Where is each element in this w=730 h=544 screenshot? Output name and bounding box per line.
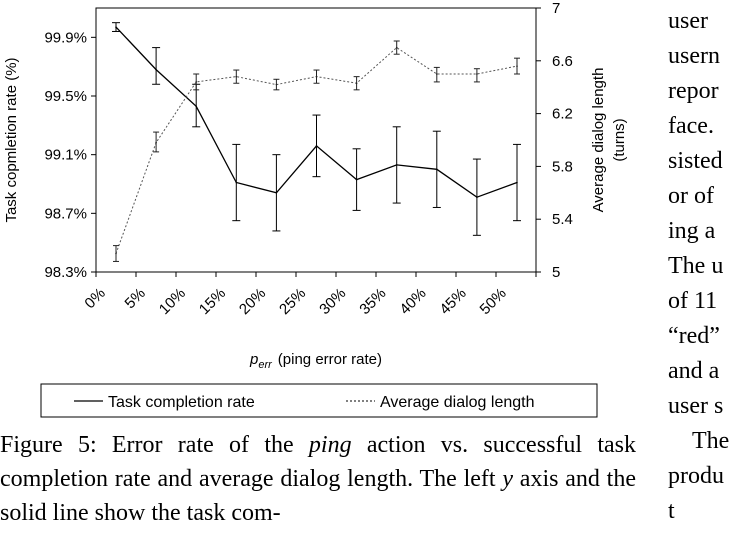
x-tick-label: 5% [122,285,149,312]
figure-caption: Figure 5: Error rate of the ping action … [0,428,636,530]
data-point [395,46,398,49]
data-point [275,192,278,194]
right-tick-label: 6.2 [552,106,573,123]
legend-label-dialog-length: Average dialog length [380,394,535,411]
right-tick-label: 5.4 [552,211,573,228]
left-tick-label: 99.5% [44,88,87,105]
left-tick-label: 98.7% [44,205,87,222]
data-point [476,73,478,75]
x-tick-label: 15% [196,285,229,318]
x-axis-label-subscript: err [258,359,273,371]
left-axis: 98.3% 98.7% 99.1% 99.5% 99.9% [44,29,96,281]
legend-box [40,383,598,418]
data-point [516,65,518,67]
data-point [195,105,197,108]
right-tick-label: 5 [552,264,560,281]
right-tick-label: 5.8 [552,158,573,175]
caption-italic-y: y [502,466,513,492]
x-tick-label: 10% [156,285,189,318]
data-point [195,81,197,83]
caption-part1: Figure 5: Error rate of the [0,432,309,458]
column-line: or of [668,183,714,209]
chart: 98.3% 98.7% 99.1% 99.5% 99.9% 5 5.4 5.8 6.2 6.6 7… [3,0,628,418]
plot-frame [95,7,537,273]
column-line: of 11 [668,288,718,314]
data-point [115,252,117,255]
column-line: The [692,428,730,454]
y-axis-right-label-line1: Average dialog length [590,68,607,213]
x-tick-label: 40% [396,285,429,318]
adjacent-column-text: user usern repor face. sisted or of ing … [668,4,730,544]
x-axis-label: perr (ping error rate) [249,351,382,371]
column-line: user s [668,393,724,419]
left-tick-label: 99.9% [44,29,87,46]
left-tick-label: 98.3% [44,264,87,281]
data-point [395,164,398,166]
x-axis-label-text: (ping error rate) [278,351,382,368]
x-tick-label: 45% [436,285,469,318]
data-point [155,68,157,71]
column-line: The u [668,253,724,279]
legend-label-task-completion: Task completion rate [108,394,255,411]
x-tick-label: 0% [81,285,108,312]
data-point [235,75,238,78]
left-tick-label: 99.1% [44,147,87,164]
data-point [155,141,157,144]
legend: Task completion rate Average dialog leng… [40,383,598,418]
data-point [115,26,117,28]
column-line: “red” [668,323,720,349]
y-axis-left-label: Task copmletion rate (%) [3,57,20,222]
x-tick-label: 25% [276,285,309,318]
series-layer [112,22,521,262]
data-point [355,178,358,181]
chart-svg: 98.3% 98.7% 99.1% 99.5% 99.9% 5 5.4 5.8 6.2 6.6 7… [3,0,628,418]
data-point [315,145,318,147]
data-point [275,83,278,86]
column-line: ing a [668,218,716,244]
data-point [476,196,478,198]
data-point [315,75,318,78]
column-line: t [668,498,675,524]
caption-part3: axis and the solid line show the task co… [0,466,636,526]
column-line: user [668,8,708,34]
column-line: and a [668,358,720,384]
right-axis: 5 5.4 5.8 6.2 6.6 7 [536,0,573,281]
data-point [436,73,438,75]
right-tick-label: 7 [552,0,560,17]
column-line: sisted [668,148,723,174]
column-line: usern [668,43,720,69]
column-line: face. [668,113,714,139]
x-axis-label-symbol: p [249,351,258,368]
x-tick-label: 50% [477,285,510,318]
data-point [355,82,358,85]
x-tick-label: 35% [356,285,389,318]
data-point [436,168,438,171]
right-tick-label: 6.6 [552,53,573,70]
data-point [516,181,518,184]
x-tick-label: 20% [236,285,269,318]
x-tick-label: 30% [316,285,349,318]
caption-part2: action vs. successful task completion ra… [0,432,636,492]
x-axis: 0% 5% 10% 15% 20% 25% 30% 35% 40% 45% 50% [81,272,537,318]
column-line: produ [668,463,724,489]
caption-italic-ping: ping [308,432,352,458]
data-point [235,181,238,184]
column-line: repor [668,78,719,104]
y-axis-right-label-line2: (turns) [611,118,628,161]
